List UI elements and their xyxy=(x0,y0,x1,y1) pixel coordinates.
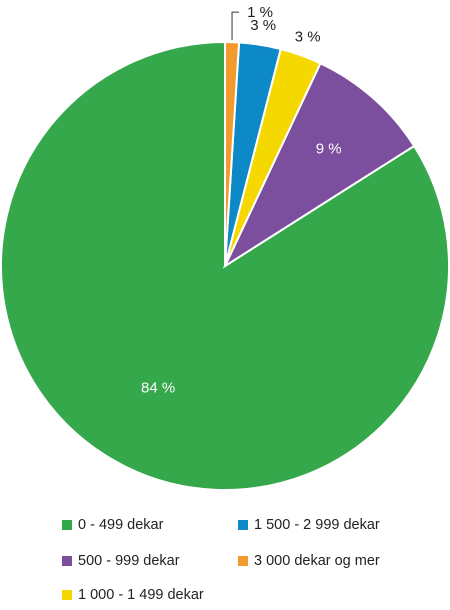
legend: 0 - 499 dekar 500 - 999 dekar 1 000 - 1 … xyxy=(0,510,450,610)
legend-label: 0 - 499 dekar xyxy=(78,517,164,533)
slice-value-label: 1 % xyxy=(247,4,273,21)
legend-item-500-999: 500 - 999 dekar xyxy=(62,553,180,569)
legend-swatch xyxy=(62,590,72,600)
slice-value-label: 9 % xyxy=(316,140,342,157)
legend-swatch xyxy=(62,520,72,530)
pie-slice xyxy=(222,61,416,269)
legend-swatch xyxy=(62,556,72,566)
legend-item-1500-2999: 1 500 - 2 999 dekar xyxy=(238,517,380,533)
legend-item-0-499: 0 - 499 dekar xyxy=(62,517,163,533)
legend-label: 1 500 - 2 999 dekar xyxy=(254,517,380,533)
slice-value-label: 84 % xyxy=(141,380,175,397)
legend-label: 3 000 dekar og mer xyxy=(254,553,380,569)
pie-slice xyxy=(0,40,450,491)
legend-label: 1 000 - 1 499 dekar xyxy=(78,587,204,603)
legend-item-1000-1499: 1 000 - 1 499 dekar xyxy=(62,587,204,603)
pie-slice xyxy=(224,40,241,267)
pie-chart-svg: 84 %9 %3 %3 %1 % xyxy=(0,4,450,491)
slice-value-label: 3 % xyxy=(250,17,276,34)
legend-swatch xyxy=(238,520,248,530)
legend-swatch xyxy=(238,556,248,566)
label-leader-line xyxy=(231,11,240,41)
legend-label: 500 - 999 dekar xyxy=(78,553,180,569)
slice-value-label: 3 % xyxy=(295,28,321,45)
legend-item-3000-plus: 3 000 dekar og mer xyxy=(238,553,380,569)
